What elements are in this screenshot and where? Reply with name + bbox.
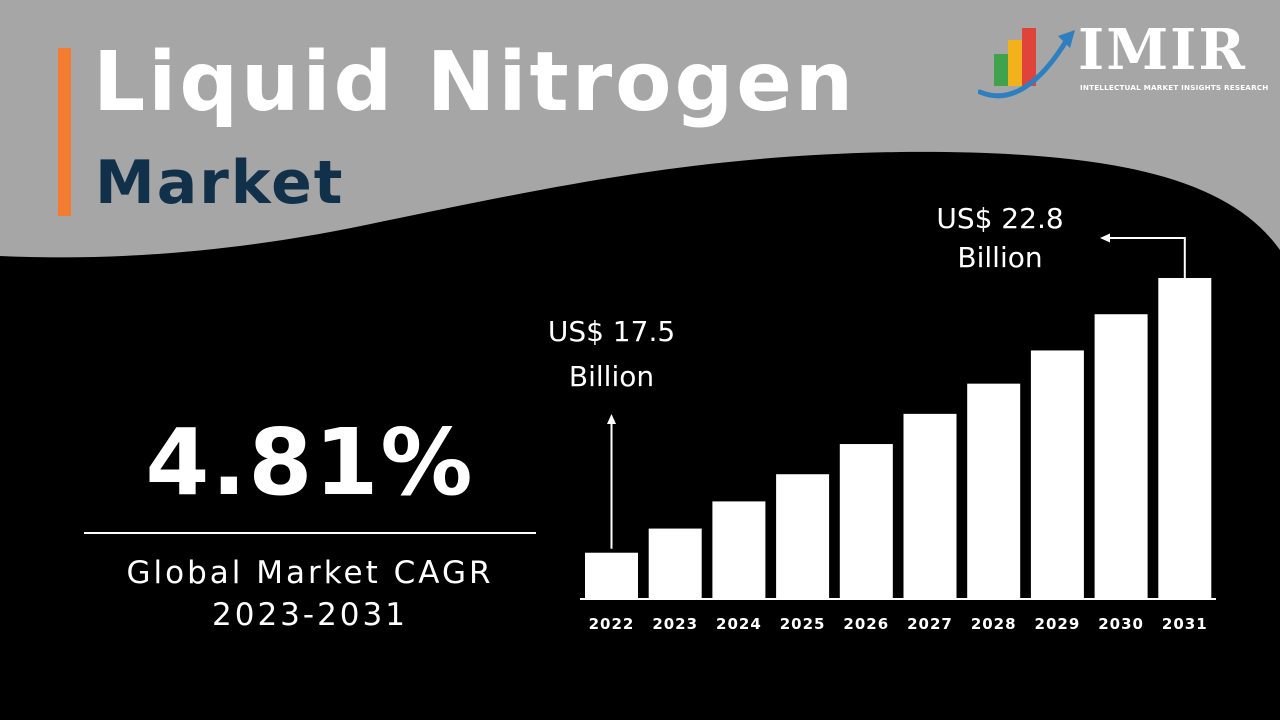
bar-2023 [648, 528, 702, 598]
bar-2025 [776, 474, 830, 598]
end-value-label: US$ 22.8 [936, 202, 1063, 235]
company-logo: IMIR INTELLECTUAL MARKET INSIGHTS RESEAR… [978, 17, 1268, 100]
x-tick-label: 2022 [589, 615, 635, 633]
left-arrow-icon [1100, 233, 1110, 243]
start-value-label: US$ 17.5 [548, 315, 675, 348]
bar-2029 [1030, 350, 1084, 598]
logo-tagline: INTELLECTUAL MARKET INSIGHTS RESEARCH [1080, 83, 1269, 92]
bar-2030 [1094, 314, 1148, 598]
bar-2028 [967, 383, 1021, 598]
page-title: Liquid Nitrogen [93, 35, 857, 130]
x-tick-label: 2026 [843, 615, 889, 633]
start-value-unit: Billion [569, 360, 654, 393]
x-tick-label: 2027 [907, 615, 953, 633]
bar-2027 [903, 413, 957, 598]
x-tick-label: 2025 [780, 615, 826, 633]
page-subtitle: Market [95, 148, 345, 218]
bar-2031 [1158, 278, 1212, 598]
header-wave-shape [0, 0, 1280, 258]
cagr-value: 4.81% [145, 409, 475, 516]
x-tick-label: 2029 [1035, 615, 1081, 633]
title-accent-bar [58, 48, 71, 216]
cagr-label: Global Market CAGR [126, 555, 494, 591]
x-tick-label: 2030 [1098, 615, 1144, 633]
x-tick-label: 2023 [652, 615, 698, 633]
x-tick-label: 2031 [1162, 615, 1208, 633]
end-value-unit: Billion [957, 241, 1042, 274]
up-arrow-icon [607, 414, 616, 424]
cagr-period: 2023-2031 [212, 597, 408, 633]
x-tick-label: 2028 [971, 615, 1017, 633]
x-tick-label: 2024 [716, 615, 762, 633]
bar-2022 [585, 552, 638, 598]
bar-2024 [712, 501, 766, 598]
logo-wordmark: IMIR [1078, 17, 1247, 83]
end-value-arrow-line [1110, 237, 1186, 278]
bar-chart-growth-arrow-icon [978, 28, 1075, 99]
bar-2026 [839, 444, 893, 598]
cagr-divider [84, 532, 536, 534]
